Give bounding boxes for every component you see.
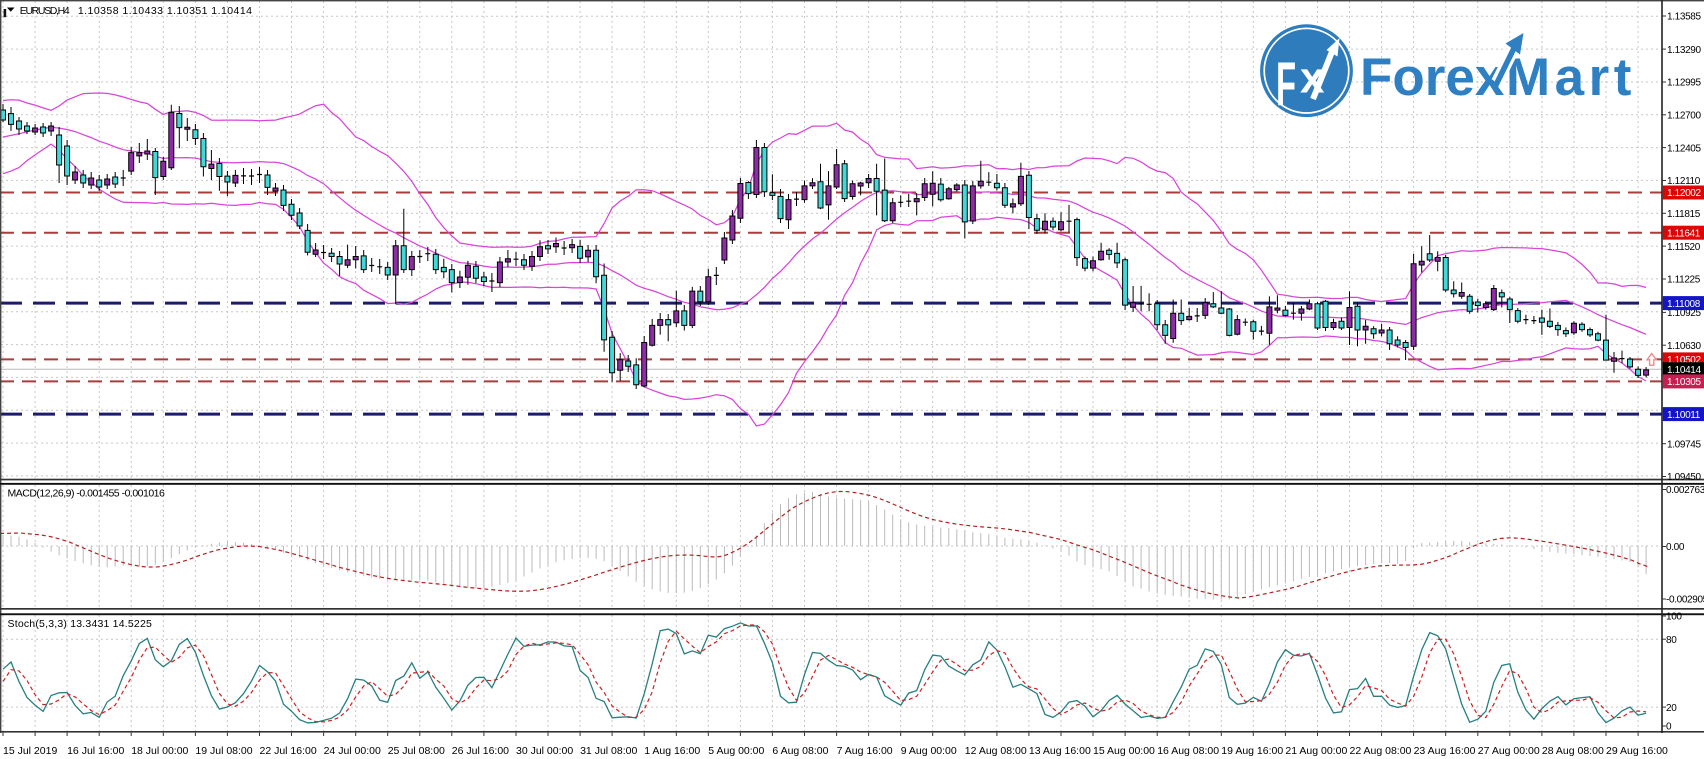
svg-text:5 Aug 00:00: 5 Aug 00:00 <box>708 745 764 757</box>
svg-text:27 Aug 00:00: 27 Aug 00:00 <box>1478 745 1540 757</box>
svg-text:MACD(12,26,9) -0.001455 -0.001: MACD(12,26,9) -0.001455 -0.001016 <box>8 488 166 500</box>
svg-text:23 Aug 16:00: 23 Aug 16:00 <box>1414 745 1476 757</box>
svg-text:1.11641: 1.11641 <box>1667 228 1701 239</box>
svg-text:24 Jul 00:00: 24 Jul 00:00 <box>324 745 381 757</box>
svg-text:1.11815: 1.11815 <box>1667 209 1701 220</box>
svg-text:1.12405: 1.12405 <box>1667 143 1701 154</box>
svg-text:12 Aug 08:00: 12 Aug 08:00 <box>965 745 1027 757</box>
svg-text:1.12700: 1.12700 <box>1667 111 1701 122</box>
svg-text:0: 0 <box>1666 722 1672 733</box>
svg-text:80: 80 <box>1666 635 1677 646</box>
svg-text:9 Aug 00:00: 9 Aug 00:00 <box>901 745 957 757</box>
svg-text:26 Jul 16:00: 26 Jul 16:00 <box>452 745 509 757</box>
svg-text:20: 20 <box>1666 703 1677 714</box>
svg-text:1.10358 1.10433 1.10351 1.1041: 1.10358 1.10433 1.10351 1.10414 <box>78 5 253 17</box>
svg-text:31 Jul 08:00: 31 Jul 08:00 <box>580 745 637 757</box>
svg-text:Forex: Forex <box>1360 48 1505 107</box>
svg-text:22 Jul 16:00: 22 Jul 16:00 <box>260 745 317 757</box>
svg-text:19 Aug 16:00: 19 Aug 16:00 <box>1221 745 1283 757</box>
svg-text:7 Aug 16:00: 7 Aug 16:00 <box>837 745 893 757</box>
svg-text:15 Aug 00:00: 15 Aug 00:00 <box>1093 745 1155 757</box>
svg-text:25 Jul 08:00: 25 Jul 08:00 <box>388 745 445 757</box>
svg-text:1.10925: 1.10925 <box>1667 308 1701 319</box>
svg-text:28 Aug 08:00: 28 Aug 08:00 <box>1542 745 1604 757</box>
svg-text:1.11225: 1.11225 <box>1667 275 1701 286</box>
svg-text:1.09745: 1.09745 <box>1667 439 1701 450</box>
svg-text:1.12110: 1.12110 <box>1667 176 1701 187</box>
svg-text:1.10011: 1.10011 <box>1667 410 1701 421</box>
svg-text:1.13585: 1.13585 <box>1667 12 1701 23</box>
svg-text:18 Jul 00:00: 18 Jul 00:00 <box>131 745 188 757</box>
svg-text:15 Jul 2019: 15 Jul 2019 <box>3 745 57 757</box>
svg-text:Stoch(5,3,3) 13.3431 14.5225: Stoch(5,3,3) 13.3431 14.5225 <box>8 618 153 630</box>
svg-text:6 Aug 08:00: 6 Aug 08:00 <box>772 745 828 757</box>
svg-text:100: 100 <box>1666 612 1682 623</box>
svg-text:1.11008: 1.11008 <box>1667 299 1701 310</box>
svg-text:EURUSD,H4: EURUSD,H4 <box>20 5 70 17</box>
svg-text:22 Aug 08:00: 22 Aug 08:00 <box>1350 745 1412 757</box>
svg-text:29 Aug 16:00: 29 Aug 16:00 <box>1606 745 1668 757</box>
svg-text:1.10305: 1.10305 <box>1667 377 1701 388</box>
svg-text:1.11520: 1.11520 <box>1667 242 1701 253</box>
svg-text:1.09450: 1.09450 <box>1667 472 1701 483</box>
svg-text:16 Aug 08:00: 16 Aug 08:00 <box>1157 745 1219 757</box>
svg-text:19 Jul 08:00: 19 Jul 08:00 <box>195 745 252 757</box>
svg-text:1 Aug 16:00: 1 Aug 16:00 <box>644 745 700 757</box>
svg-text:0.002763: 0.002763 <box>1666 485 1704 496</box>
svg-text:1.10414: 1.10414 <box>1667 365 1701 376</box>
svg-text:1.10502: 1.10502 <box>1667 355 1701 366</box>
svg-text:16 Jul 16:00: 16 Jul 16:00 <box>67 745 124 757</box>
svg-text:21 Aug 00:00: 21 Aug 00:00 <box>1285 745 1347 757</box>
svg-text:1.10630: 1.10630 <box>1667 341 1701 352</box>
svg-text:1.12002: 1.12002 <box>1667 188 1701 199</box>
svg-text:Mart: Mart <box>1506 48 1636 107</box>
svg-text:1.12995: 1.12995 <box>1667 78 1701 89</box>
svg-text:1.13290: 1.13290 <box>1667 45 1701 56</box>
svg-text:F: F <box>1276 49 1296 119</box>
svg-text:0.00: 0.00 <box>1666 542 1685 553</box>
svg-text:13 Aug 16:00: 13 Aug 16:00 <box>1029 745 1091 757</box>
svg-text:-0.002905: -0.002905 <box>1666 595 1704 606</box>
svg-text:30 Jul 00:00: 30 Jul 00:00 <box>516 745 573 757</box>
